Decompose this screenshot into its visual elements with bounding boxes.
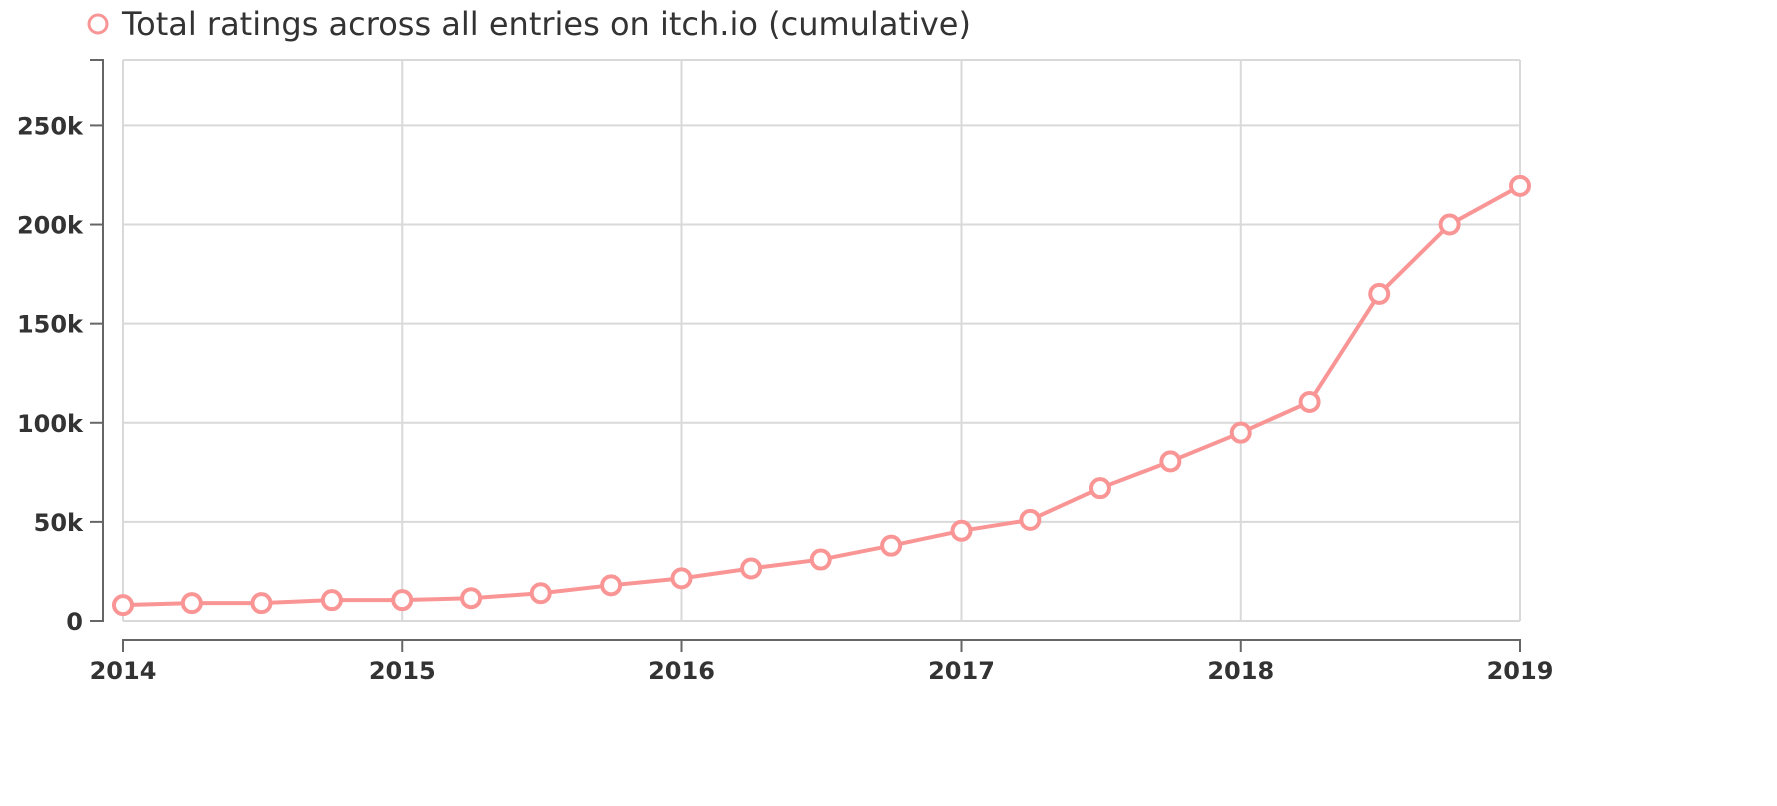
x-tick-label: 2017	[928, 657, 995, 685]
y-axis-line	[90, 59, 104, 622]
data-point[interactable]: 2017-07-01: 67000	[1088, 477, 1111, 500]
data-point[interactable]: 2016-07-01: 31000	[809, 548, 832, 571]
x-tick-label: 2018	[1207, 657, 1274, 685]
data-point[interactable]: 2016-10-01: 38000	[880, 534, 903, 557]
data-point[interactable]: 2014-04-01: 9000	[180, 592, 203, 615]
x-tick-label: 2015	[369, 657, 436, 685]
data-point[interactable]: 2018-01-01: 95000	[1229, 421, 1252, 444]
data-point[interactable]: 2019-01-01: 219500	[1509, 174, 1531, 197]
grid-lines	[122, 59, 1521, 622]
y-tick-label: 0	[66, 608, 83, 636]
legend[interactable]: Total ratings across all entries on itch…	[87, 5, 971, 43]
y-tick-label: 50k	[34, 509, 84, 537]
data-point[interactable]: 2016-01-01: 21500	[670, 567, 693, 590]
y-tick-label: 200k	[17, 212, 84, 240]
data-point[interactable]: 2015-07-01: 14000	[529, 582, 552, 605]
series: 2014-01-01: 8000 2014-04-01: 9000 2014-07-…	[112, 174, 1531, 617]
data-point[interactable]: 2015-01-01: 10500	[391, 589, 414, 612]
data-point[interactable]: 2016-04-01: 26500	[740, 557, 763, 580]
data-point[interactable]: 2018-04-01: 110500	[1298, 390, 1321, 413]
y-tick-label: 100k	[17, 410, 84, 438]
y-axis-ticks: 0 50k 100k 150k 200k 250k	[17, 112, 103, 636]
x-tick-label: 2016	[648, 657, 715, 685]
data-point[interactable]: 2014-01-01: 8000	[112, 594, 134, 617]
data-point[interactable]: 2015-10-01: 18000	[600, 574, 623, 597]
data-point[interactable]: 2017-01-01: 45500	[950, 519, 973, 542]
x-axis-ticks: 2014 2015 2016 2017 2018 2019	[90, 640, 1554, 685]
data-point[interactable]: 2017-10-01: 80500	[1159, 450, 1182, 473]
y-tick-label: 150k	[17, 311, 84, 339]
data-point[interactable]: 2018-10-01: 200000	[1438, 213, 1461, 236]
data-point[interactable]: 2017-04-01: 51000	[1019, 508, 1042, 531]
x-axis-line	[122, 639, 1521, 652]
data-point[interactable]: 2015-04-01: 11500	[460, 587, 483, 610]
data-point[interactable]: 2018-07-01: 165000	[1368, 282, 1391, 305]
data-point[interactable]: 2014-07-01: 9000	[250, 592, 273, 615]
x-tick-label: 2019	[1487, 657, 1554, 685]
legend-label: Total ratings across all entries on itch…	[121, 5, 971, 43]
y-tick-label: 250k	[17, 112, 84, 140]
x-tick-label: 2014	[90, 657, 157, 685]
legend-marker	[87, 13, 109, 35]
data-point[interactable]: 2014-10-01: 10500	[320, 589, 343, 612]
